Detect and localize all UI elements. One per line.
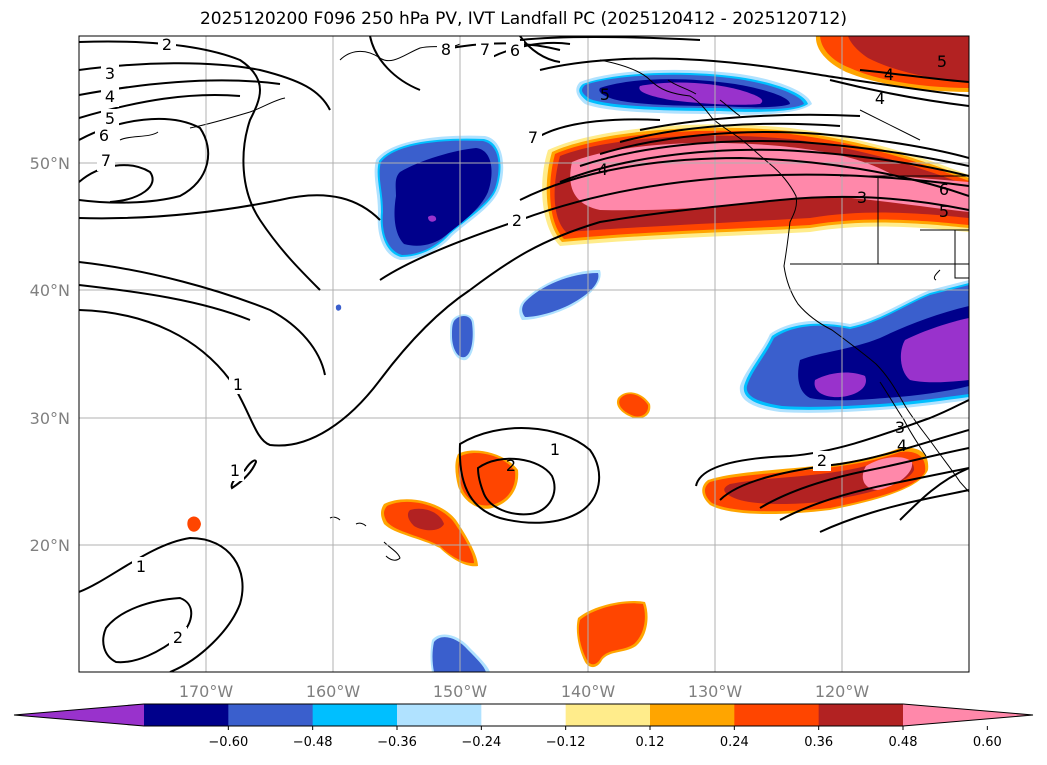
contour-label: 2 [173, 628, 183, 647]
colorbar-bin [481, 704, 567, 726]
contour-label: 7 [480, 40, 490, 59]
contour-label: 4 [884, 65, 894, 84]
contour-label: 1 [233, 375, 243, 394]
contour-label: 6 [99, 126, 109, 145]
contour-label: 2 [512, 211, 522, 230]
lon-tick-label: 160°W [306, 682, 361, 701]
contour-label: 1 [136, 557, 146, 576]
colorbar-tick-label: −0.24 [461, 735, 501, 750]
contour-label: 5 [105, 109, 115, 128]
colorbar-bin [565, 704, 651, 726]
contour-label: 2 [817, 451, 827, 470]
negative-regions [335, 69, 969, 672]
lon-tick-label: 170°W [179, 682, 234, 701]
contour-label: 7 [528, 128, 538, 147]
colorbar-bin [228, 704, 314, 726]
contour-label: 6 [939, 180, 949, 199]
contour-label: 5 [937, 52, 947, 71]
contour-label: 1 [230, 461, 240, 480]
positive-corner-ne [815, 36, 969, 92]
colorbar-extend-min [14, 704, 144, 726]
contour-label: 4 [875, 89, 885, 108]
contour-label: 4 [105, 87, 115, 106]
contour-label: 6 [510, 41, 520, 60]
contour-labels: 2 3 4 5 6 7 8 7 6 7 5 4 4 4 5 3 6 5 2 1 … [95, 34, 949, 647]
colorbar-bin [397, 704, 482, 726]
colorbar-tick-label: 0.36 [804, 735, 833, 750]
colorbar-tick-label: 0.24 [720, 735, 749, 750]
lon-tick-label: 130°W [688, 682, 743, 701]
colorbar-bin [144, 704, 229, 726]
map-frame [78, 35, 970, 673]
lon-tick-label: 150°W [433, 682, 488, 701]
map-title: 2025120200 F096 250 hPa PV, IVT Landfall… [199, 9, 847, 29]
lon-axis: 170°W 160°W 150°W 140°W 130°W 120°W [179, 682, 870, 701]
colorbar-bin [650, 704, 735, 726]
contour-label: 2 [162, 35, 172, 54]
colorbar-tick-label: −0.12 [546, 735, 586, 750]
contour-label: 5 [600, 85, 610, 104]
colorbar-bin [312, 704, 398, 726]
contour-label: 3 [105, 64, 115, 83]
lon-tick-label: 120°W [815, 682, 870, 701]
contour-label: 4 [897, 436, 907, 455]
contour-label: 8 [441, 40, 451, 59]
colorbar-bin [818, 704, 904, 726]
lat-tick-label: 20°N [30, 536, 70, 555]
contour-label: 1 [550, 440, 560, 459]
lat-tick-label: 40°N [30, 281, 70, 300]
contour-label: 3 [857, 188, 867, 207]
colorbar-extend-max [903, 704, 1033, 726]
contour-label: 7 [101, 151, 111, 170]
colorbar-tick-label: 0.60 [973, 735, 1002, 750]
lat-axis: 50°N 40°N 30°N 20°N [30, 154, 70, 555]
lat-tick-label: 30°N [30, 409, 70, 428]
colorbar-tick-label: −0.36 [377, 735, 417, 750]
contour-label: 3 [895, 418, 905, 437]
pc-shading [187, 36, 969, 672]
colorbar-outline [13, 703, 1034, 727]
positive-blobs [187, 392, 651, 668]
contour-label: 2 [506, 456, 516, 475]
colorbar: −0.60 −0.48 −0.36 −0.24 −0.12 0.12 0.24 0.36 0.4… [13, 703, 1034, 750]
positive-band-north [542, 124, 969, 246]
colorbar-tick-label: −0.48 [293, 735, 333, 750]
colorbar-bin [734, 704, 820, 726]
colorbar-tick-label: 0.48 [889, 735, 918, 750]
lat-tick-label: 50°N [30, 154, 70, 173]
colorbar-tick-label: −0.60 [208, 735, 248, 750]
colorbar-tick-label: 0.12 [636, 735, 665, 750]
contour-label: 5 [939, 202, 949, 221]
contour-label: 4 [598, 160, 608, 179]
lon-tick-label: 140°W [561, 682, 616, 701]
